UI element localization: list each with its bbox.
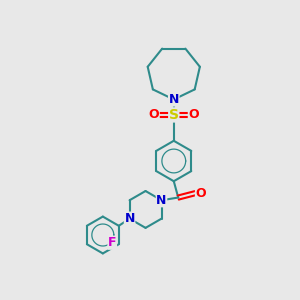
Text: F: F [108, 236, 116, 249]
Text: S: S [169, 108, 179, 122]
Text: N: N [124, 212, 135, 225]
Text: N: N [156, 194, 167, 207]
Text: O: O [196, 187, 206, 200]
Text: N: N [169, 93, 179, 106]
Text: O: O [148, 108, 159, 122]
Text: O: O [188, 108, 199, 122]
